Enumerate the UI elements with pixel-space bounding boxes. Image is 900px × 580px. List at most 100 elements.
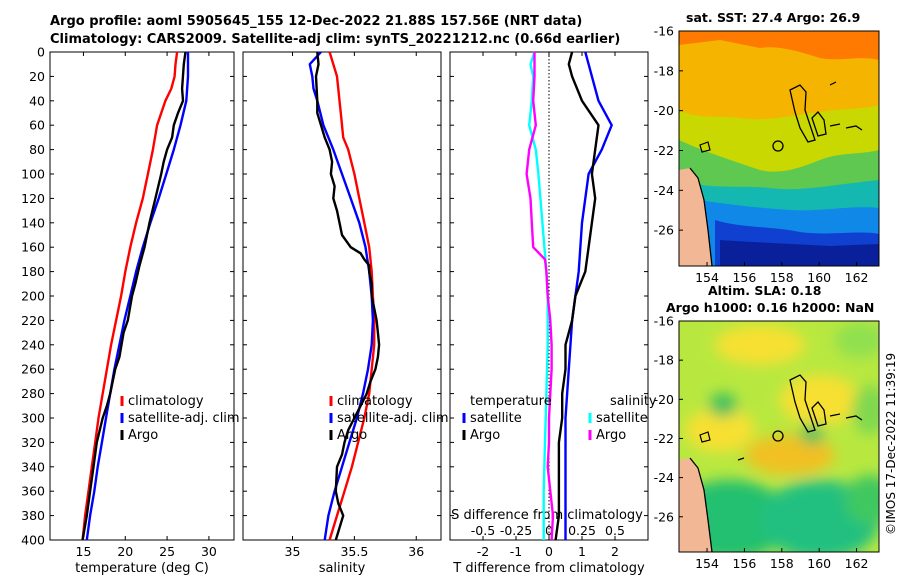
y-tick-label: 380 [21, 508, 45, 523]
series-line-temperature-red [81, 51, 179, 541]
copyright-notice: ©IMOS 17-Dec-2022 11:39:19 [884, 352, 898, 535]
x2-tick-label: 0.5 [605, 523, 625, 538]
x-tick-label: 15 [76, 544, 92, 559]
x-axis-label-difference: T difference from climatology [452, 561, 645, 576]
y-tick-label: 100 [21, 167, 45, 182]
x2-tick-label: 0.25 [568, 523, 596, 538]
legend-label-salinity-red: climatology [337, 394, 413, 409]
x-tick-label: 30 [201, 544, 217, 559]
map-y-tick-label: -24 [654, 470, 674, 485]
map-y-tick-label: -20 [654, 392, 674, 407]
sla-argo-marker [772, 430, 784, 442]
legend-header-salinity: salinity [610, 394, 657, 409]
sst-map-title: sat. SST: 27.4 Argo: 26.9 [686, 10, 861, 25]
sst-map [679, 31, 879, 266]
y-tick-label: 280 [21, 386, 45, 401]
y-tick-label: 80 [29, 142, 45, 157]
map-x-tick-label: 154 [695, 270, 719, 285]
map-y-tick-label: -16 [654, 24, 674, 39]
map-y-tick-label: -26 [654, 509, 674, 524]
y-tick-label: 180 [21, 264, 45, 279]
legend-label-temperature-satellite: satellite [470, 411, 522, 426]
x-axis-label-temperature: temperature (deg C) [75, 561, 209, 576]
y-tick-label: 200 [21, 289, 45, 304]
map-x-tick-label: 156 [732, 270, 756, 285]
legend-header-temperature: temperature [470, 394, 552, 409]
figure-title-line1: Argo profile: aoml 5905645_155 12-Dec-20… [50, 14, 583, 29]
map-y-tick-label: -18 [654, 63, 674, 78]
y-tick-label: 140 [21, 215, 45, 230]
map-x-tick-label: 160 [807, 270, 831, 285]
map-y-tick-label: -22 [654, 143, 674, 158]
plot-frame-difference [449, 51, 649, 541]
x-tick-label: 0 [545, 544, 553, 559]
legend-label-temperature-red: climatology [128, 394, 204, 409]
map-x-tick-label: 162 [845, 556, 869, 571]
map-x-tick-label: 156 [732, 556, 756, 571]
x-tick-label: 2 [611, 544, 619, 559]
plot-frame-temperature [49, 51, 235, 541]
map-y-tick-label: -24 [654, 183, 674, 198]
series-line-temperature-blue [85, 52, 190, 541]
x-axis-label-salinity: salinity [319, 561, 366, 576]
y-tick-label: 160 [21, 240, 45, 255]
series-line-temperature-black [81, 51, 187, 541]
y-tick-label: 360 [21, 484, 45, 499]
map-y-tick-label: -20 [654, 103, 674, 118]
y-tick-label: 240 [21, 337, 45, 352]
x-tick-label: 36 [408, 544, 424, 559]
series-line-temperature-Argo [554, 51, 600, 541]
series-line-temperature-satellite [564, 51, 613, 540]
sla-map-subtitle: Argo h1000: 0.16 h2000: NaN [666, 300, 875, 315]
x2-axis-label: S difference from climatology [451, 508, 643, 523]
y-tick-label: 300 [21, 411, 45, 426]
x-tick-label: 35.5 [340, 544, 368, 559]
legend-label-temperature-Argo: Argo [470, 428, 500, 443]
map-x-tick-label: 158 [770, 556, 794, 571]
map-x-tick-label: 154 [695, 556, 719, 571]
legend-label-salinity-black: Argo [337, 428, 367, 443]
map-y-tick-label: -16 [654, 314, 674, 329]
x2-tick-label: 0 [545, 523, 553, 538]
x-tick-label: -2 [477, 544, 489, 559]
y-tick-label: 340 [21, 459, 45, 474]
y-tick-label: 220 [21, 313, 45, 328]
y-tick-label: 120 [21, 191, 45, 206]
x-tick-label: 1 [578, 544, 586, 559]
map-y-tick-label: -26 [654, 223, 674, 238]
series-line-salinity-black [314, 51, 381, 541]
series-line-salinity-Argo [525, 52, 555, 541]
series-line-salinity-satellite [528, 51, 549, 540]
legend-label-salinity-blue: satellite-adj. clim [337, 411, 449, 426]
x2-tick-label: -0.5 [471, 523, 495, 538]
map-y-tick-label: -18 [654, 353, 674, 368]
legend-label-salinity-satellite: satellite [596, 411, 648, 426]
y-tick-label: 40 [29, 93, 45, 108]
legend-label-temperature-blue: satellite-adj. clim [128, 411, 240, 426]
x-tick-label: 35 [285, 544, 301, 559]
sst-map-frame [678, 30, 880, 267]
sst-argo-marker [772, 140, 784, 152]
x-tick-label: 25 [159, 544, 175, 559]
legend-label-temperature-black: Argo [128, 428, 158, 443]
x-tick-label: 20 [117, 544, 133, 559]
series-line-salinity-red [328, 51, 376, 541]
y-tick-label: 60 [29, 118, 45, 133]
map-x-tick-label: 160 [807, 556, 831, 571]
sla-map-title: Altim. SLA: 0.18 [708, 283, 822, 298]
y-tick-label: 260 [21, 362, 45, 377]
legend-label-salinity-Argo: Argo [596, 428, 626, 443]
map-x-tick-label: 162 [845, 270, 869, 285]
y-tick-label: 320 [21, 435, 45, 450]
map-x-tick-label: 158 [770, 270, 794, 285]
x-tick-label: -1 [510, 544, 522, 559]
sla-map [679, 321, 879, 552]
x2-tick-label: -0.25 [500, 523, 532, 538]
sla-map-frame [678, 320, 880, 553]
figure-title-line2: Climatology: CARS2009. Satellite-adj cli… [50, 32, 621, 47]
y-tick-label: 400 [21, 533, 45, 548]
map-y-tick-label: -22 [654, 431, 674, 446]
y-tick-label: 0 [37, 45, 45, 60]
y-tick-label: 20 [29, 69, 45, 84]
